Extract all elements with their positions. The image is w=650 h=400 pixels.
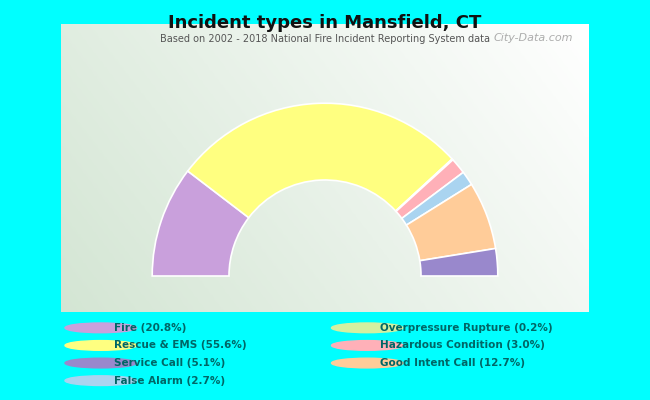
Circle shape — [65, 376, 136, 386]
Text: Fire (20.8%): Fire (20.8%) — [114, 323, 186, 333]
Wedge shape — [420, 248, 498, 276]
Wedge shape — [396, 159, 453, 212]
Text: Incident types in Mansfield, CT: Incident types in Mansfield, CT — [168, 14, 482, 32]
Text: City-Data.com: City-Data.com — [493, 33, 573, 43]
Text: Service Call (5.1%): Service Call (5.1%) — [114, 358, 225, 368]
Circle shape — [65, 323, 136, 333]
Text: Overpressure Rupture (0.2%): Overpressure Rupture (0.2%) — [380, 323, 553, 333]
Circle shape — [332, 323, 403, 333]
Circle shape — [332, 341, 403, 350]
Circle shape — [332, 358, 403, 368]
Text: Based on 2002 - 2018 National Fire Incident Reporting System data: Based on 2002 - 2018 National Fire Incid… — [160, 34, 490, 44]
Circle shape — [65, 341, 136, 350]
Wedge shape — [396, 160, 463, 218]
Text: False Alarm (2.7%): False Alarm (2.7%) — [114, 376, 225, 386]
Wedge shape — [188, 103, 452, 218]
Circle shape — [65, 358, 136, 368]
Text: Good Intent Call (12.7%): Good Intent Call (12.7%) — [380, 358, 525, 368]
Text: Hazardous Condition (3.0%): Hazardous Condition (3.0%) — [380, 340, 545, 350]
Wedge shape — [402, 172, 471, 225]
Wedge shape — [152, 171, 249, 276]
Text: Rescue & EMS (55.6%): Rescue & EMS (55.6%) — [114, 340, 246, 350]
Wedge shape — [406, 184, 495, 261]
